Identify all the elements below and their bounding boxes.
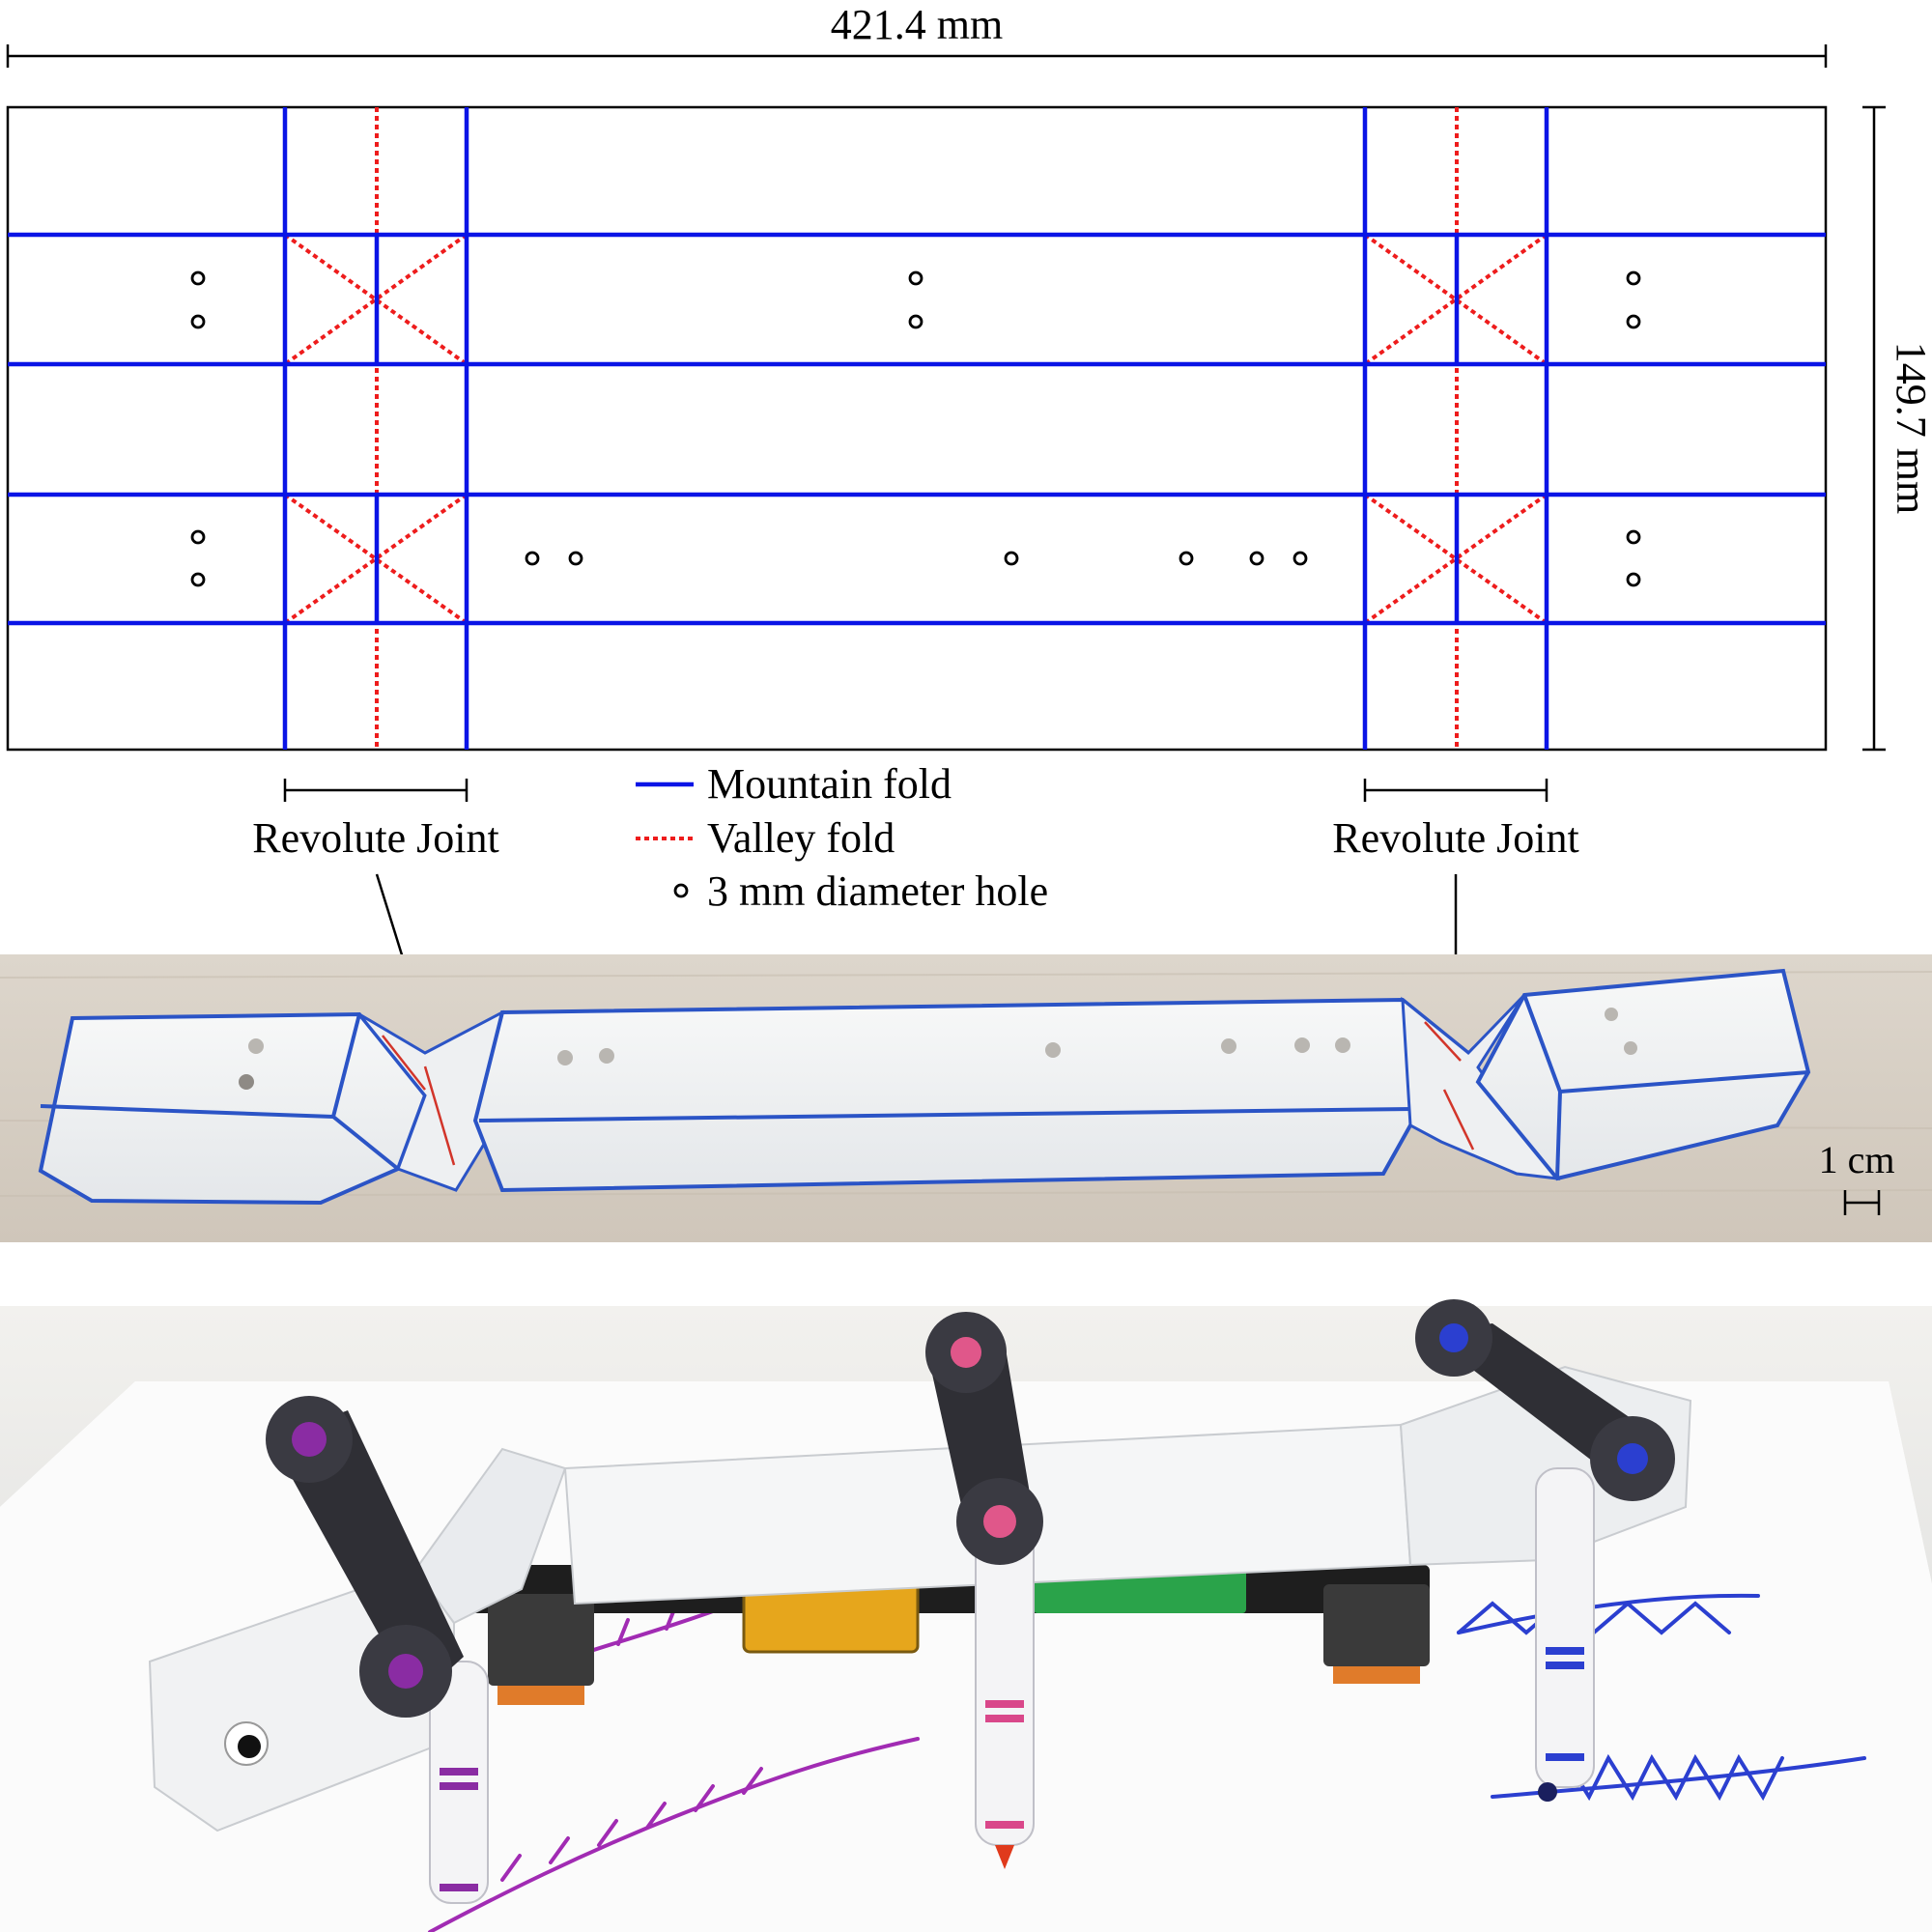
width-label: 421.4 mm — [831, 1, 1003, 48]
width-dimension: 421.4 mm — [6, 1, 1828, 68]
hole — [525, 551, 540, 566]
hole — [908, 314, 923, 329]
hole — [1293, 551, 1308, 566]
height-label: 149.7 mm — [1888, 342, 1932, 514]
leg-front-middle — [925, 1312, 1043, 1869]
joint-bracket-right — [1363, 779, 1548, 802]
hole — [1626, 572, 1641, 587]
hole — [190, 314, 206, 329]
crease-pattern: 421.4 mm 149.7 mm — [6, 1, 1932, 1037]
holes — [190, 270, 1641, 587]
joint-label-left: Revolute Joint — [252, 814, 498, 862]
legend-mountain-label: Mountain fold — [707, 760, 952, 808]
hole — [190, 529, 206, 545]
leg-rear-right — [1415, 1299, 1675, 1802]
hole — [1626, 314, 1641, 329]
legend-hole-swatch — [673, 883, 689, 898]
leg-front-left — [266, 1396, 489, 1904]
hole — [1626, 529, 1641, 545]
hole — [1004, 551, 1019, 566]
folded-model-photo: 1 cm — [0, 954, 1932, 1242]
legend-valley-label: Valley fold — [707, 814, 895, 862]
hole — [1179, 551, 1194, 566]
joint-bracket-left — [283, 779, 469, 802]
hole — [190, 270, 206, 286]
legend-hole-label: 3 mm diameter hole — [707, 867, 1048, 915]
scale-bar — [1843, 1190, 1881, 1215]
scale-bar-label: 1 cm — [1819, 1138, 1895, 1181]
hole — [568, 551, 583, 566]
legend: Mountain fold Valley fold 3 mm diameter … — [636, 760, 1048, 915]
hole — [190, 572, 206, 587]
hole — [908, 270, 923, 286]
sheet-outline — [6, 105, 1828, 752]
height-dimension: 149.7 mm — [1862, 105, 1932, 752]
joint-label-right: Revolute Joint — [1332, 814, 1578, 862]
robot-photo — [0, 1299, 1932, 1932]
hole — [1249, 551, 1264, 566]
hole — [1626, 270, 1641, 286]
mountain-folds — [8, 107, 1826, 750]
valley-folds — [283, 107, 1548, 750]
